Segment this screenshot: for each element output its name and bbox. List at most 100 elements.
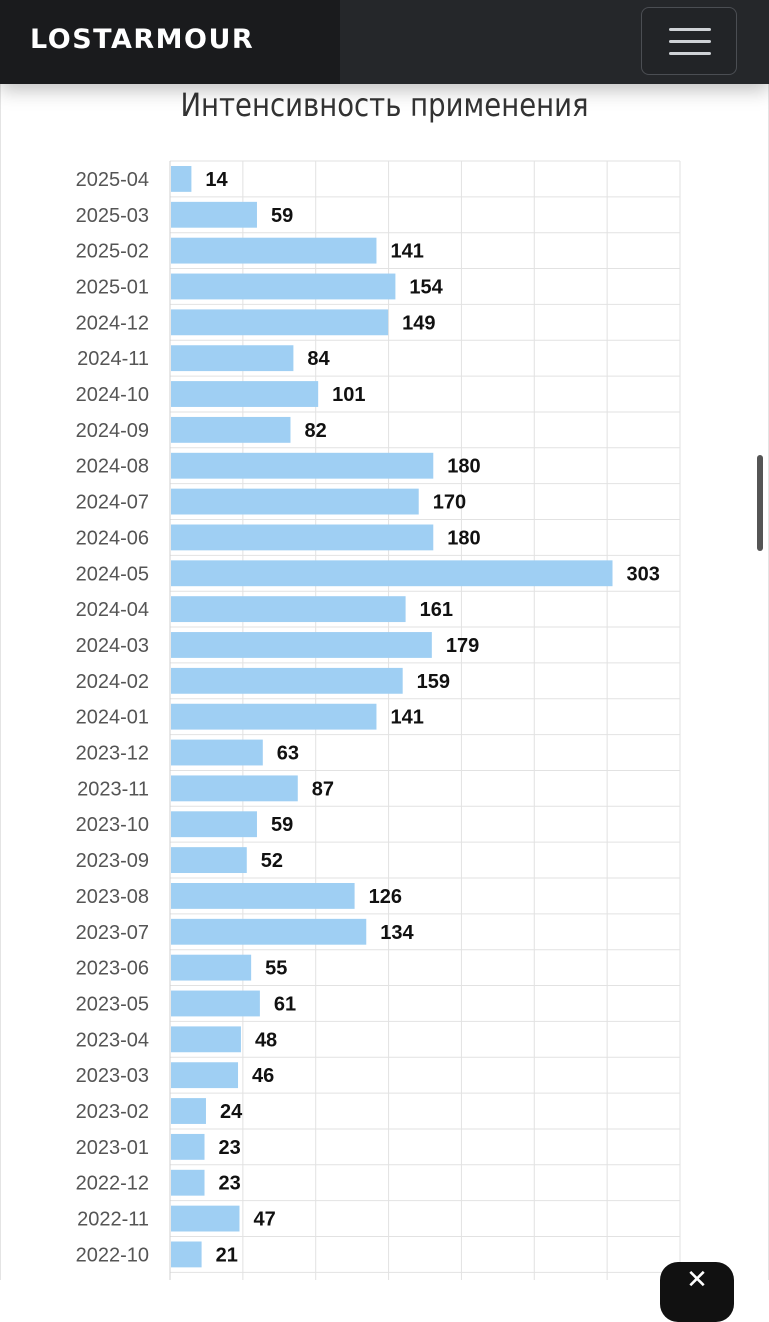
y-tick-label: 2024-10 xyxy=(76,384,149,406)
hamburger-icon-line xyxy=(669,40,711,43)
bar xyxy=(171,1241,202,1268)
data-label: 159 xyxy=(417,671,450,693)
bar xyxy=(171,847,247,873)
data-label: 46 xyxy=(252,1065,274,1087)
data-label: 149 xyxy=(402,312,435,334)
data-label: 47 xyxy=(253,1209,275,1231)
y-tick-label: 2022-12 xyxy=(76,1173,149,1195)
bar-chart: 2025-04 14 2025-03 59 2025-02 141 2025-01 154 20… xyxy=(76,160,681,1280)
bar xyxy=(171,811,257,838)
y-tick-label: 2023-07 xyxy=(76,922,149,944)
close-icon: ✕ xyxy=(686,1264,708,1294)
bar xyxy=(171,381,319,407)
y-tick-label: 2024-02 xyxy=(76,671,149,693)
data-label: 82 xyxy=(304,420,326,442)
hamburger-icon-line xyxy=(669,52,711,55)
bar xyxy=(171,1026,241,1053)
bar xyxy=(171,237,377,264)
brand-logo[interactable]: LOSTARMOUR xyxy=(30,24,255,55)
bar xyxy=(171,739,263,766)
bar xyxy=(171,560,613,587)
data-label: 23 xyxy=(219,1173,241,1195)
y-tick-label: 2023-11 xyxy=(77,778,149,800)
bar xyxy=(171,1062,239,1089)
y-tick-label: 2023-09 xyxy=(76,850,149,872)
y-tick-label: 2023-01 xyxy=(76,1137,149,1159)
y-tick-label: 2024-09 xyxy=(76,420,149,442)
y-tick-label: 2024-04 xyxy=(76,599,149,621)
data-label: 87 xyxy=(312,778,334,800)
bar xyxy=(171,883,355,909)
y-tick-label: 2025-02 xyxy=(76,241,149,263)
data-label: 21 xyxy=(216,1244,238,1266)
y-tick-label: 2024-08 xyxy=(76,456,149,478)
data-label: 141 xyxy=(390,707,423,729)
y-tick-label: 2025-03 xyxy=(76,205,149,227)
y-tick-label: 2022-11 xyxy=(77,1209,149,1231)
top-navbar: LOSTARMOUR xyxy=(0,0,769,84)
bar xyxy=(171,632,432,658)
bar xyxy=(171,273,396,300)
bar xyxy=(171,488,419,515)
bar xyxy=(171,201,257,228)
data-label: 180 xyxy=(447,527,480,549)
y-tick-label: 2023-04 xyxy=(76,1029,149,1051)
data-label: 48 xyxy=(255,1029,277,1051)
bar xyxy=(171,918,367,945)
bar xyxy=(171,1169,205,1196)
data-label: 141 xyxy=(390,241,423,263)
y-tick-label: 2023-05 xyxy=(76,993,149,1015)
bar xyxy=(171,1098,206,1124)
close-button[interactable]: ✕ xyxy=(660,1262,734,1322)
hamburger-icon xyxy=(669,28,711,31)
y-tick-label: 2023-10 xyxy=(76,814,149,836)
data-label: 170 xyxy=(433,492,466,514)
data-label: 154 xyxy=(409,276,443,298)
scrollbar-thumb[interactable] xyxy=(757,455,763,551)
data-label: 134 xyxy=(380,922,414,944)
bar xyxy=(171,775,298,802)
brand-block: LOSTARMOUR xyxy=(0,0,340,84)
data-label: 59 xyxy=(271,205,293,227)
bar xyxy=(171,309,389,336)
bar xyxy=(171,1205,240,1232)
y-tick-label: 2024-05 xyxy=(76,563,149,585)
y-tick-label: 2023-08 xyxy=(76,886,149,908)
y-tick-label: 2024-03 xyxy=(76,635,149,657)
bar xyxy=(171,596,406,623)
y-tick-label: 2024-12 xyxy=(76,312,149,334)
y-tick-label: 2025-01 xyxy=(76,276,149,298)
bar xyxy=(171,416,291,443)
y-tick-label: 2023-03 xyxy=(76,1065,149,1087)
bar xyxy=(171,1133,205,1160)
y-tick-label: 2023-06 xyxy=(76,958,149,980)
y-tick-label: 2023-02 xyxy=(76,1101,149,1123)
data-label: 59 xyxy=(271,814,293,836)
bar xyxy=(171,345,294,372)
data-label: 101 xyxy=(332,384,365,406)
y-tick-label: 2024-11 xyxy=(77,348,149,370)
y-tick-label: 2023-12 xyxy=(76,743,149,765)
data-label: 14 xyxy=(205,169,228,191)
bar xyxy=(171,703,377,730)
data-label: 52 xyxy=(261,850,283,872)
data-label: 55 xyxy=(265,958,287,980)
bar xyxy=(171,452,434,479)
y-tick-label: 2024-07 xyxy=(76,492,149,514)
menu-toggle-button[interactable] xyxy=(641,7,737,75)
data-label: 84 xyxy=(307,348,330,370)
bar xyxy=(171,990,260,1017)
y-tick-label: 2024-01 xyxy=(76,707,149,729)
data-label: 61 xyxy=(274,993,296,1015)
bar xyxy=(171,667,403,694)
bar xyxy=(171,166,192,192)
data-label: 63 xyxy=(277,743,299,765)
bar xyxy=(171,954,252,981)
data-label: 126 xyxy=(369,886,402,908)
data-label: 180 xyxy=(447,456,480,478)
data-label: 179 xyxy=(446,635,479,657)
y-tick-label: 2024-06 xyxy=(76,527,149,549)
chart-title: Интенсивность применения xyxy=(180,86,589,124)
data-label: 161 xyxy=(420,599,453,621)
bar xyxy=(171,524,434,551)
